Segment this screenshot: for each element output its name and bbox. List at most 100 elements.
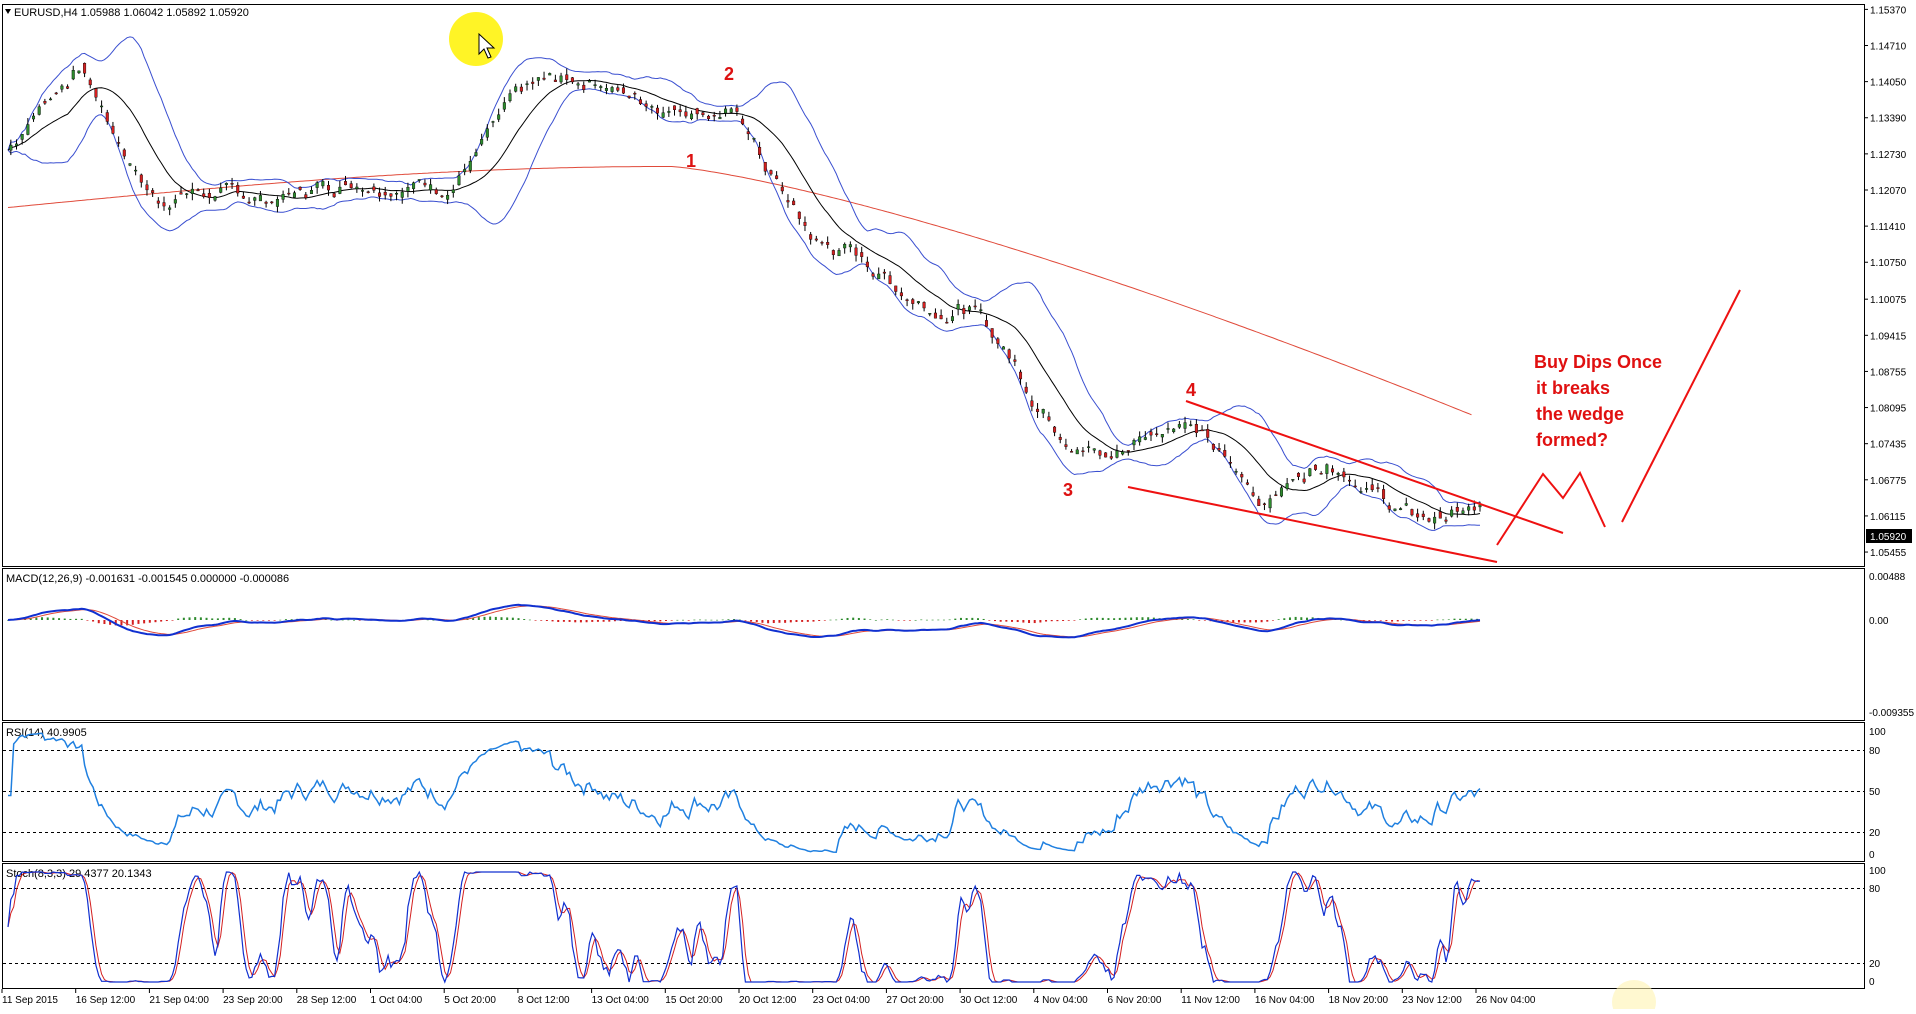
rsi-line xyxy=(8,732,1481,853)
macd-histogram-bar xyxy=(772,620,775,624)
macd-histogram-bar xyxy=(228,617,231,620)
rsi-tick-50: 50 xyxy=(1869,787,1881,798)
candle-body xyxy=(565,74,569,80)
rsi-tick-80: 80 xyxy=(1869,746,1881,757)
macd-histogram-bar xyxy=(1152,617,1155,620)
candle-body xyxy=(332,193,336,198)
bollinger-upper xyxy=(7,36,1481,506)
macd-histogram-bar xyxy=(971,617,974,620)
candle-body xyxy=(780,186,784,192)
candle-body xyxy=(1081,450,1085,453)
candle-body xyxy=(1382,489,1386,499)
candle-body xyxy=(417,179,421,181)
candle-body xyxy=(156,200,160,204)
macd-histogram-bar xyxy=(1113,618,1116,620)
cursor-highlight xyxy=(449,12,1656,1014)
macd-histogram-bar xyxy=(284,619,287,620)
macd-tick-bottom: -0.009355 xyxy=(1869,708,1914,719)
wedge-lower-line xyxy=(1127,486,1498,563)
candle-body xyxy=(468,161,472,171)
candle-body xyxy=(763,162,767,172)
macd-histogram-bar xyxy=(1470,618,1473,620)
candle-body xyxy=(429,184,433,191)
candle-body xyxy=(185,193,189,195)
candle-body xyxy=(1132,440,1136,446)
stoch-tick-80: 80 xyxy=(1869,884,1881,895)
candle-body xyxy=(378,192,382,197)
candle-body xyxy=(1404,503,1408,506)
candle-body xyxy=(105,112,109,122)
candle-body xyxy=(729,108,733,113)
candle-body xyxy=(230,183,234,185)
candle-body xyxy=(128,163,132,166)
price-tick-label: 1.08755 xyxy=(1870,367,1907,378)
macd-histogram-bar xyxy=(1067,620,1070,621)
candle-body xyxy=(480,139,484,145)
main-panel-frame[interactable] xyxy=(2,4,1865,567)
candle-body xyxy=(752,138,756,140)
macd-histogram-bar xyxy=(1039,620,1042,623)
candle-body xyxy=(1206,429,1210,438)
candle-body xyxy=(1427,518,1431,522)
candle-body xyxy=(854,247,858,256)
candle-body xyxy=(616,87,620,91)
candle-body xyxy=(587,80,591,83)
macd-histogram-bar xyxy=(738,619,741,621)
annotation-line-1: Buy Dips Once xyxy=(1534,352,1662,372)
macd-histogram-bar xyxy=(920,619,923,621)
candle-body xyxy=(1138,436,1142,443)
macd-histogram-bar xyxy=(250,620,253,621)
stoch-axis: 100 80 20 0 xyxy=(1869,866,1886,988)
candle-body xyxy=(916,301,920,304)
macd-histogram-bar xyxy=(188,617,191,620)
macd-histogram-bar xyxy=(194,617,197,620)
macd-histogram-bar xyxy=(245,619,248,621)
macd-histogram-bar xyxy=(1124,617,1127,620)
time-tick-label: 6 Nov 20:00 xyxy=(1108,995,1162,1006)
candle-body xyxy=(1070,451,1074,453)
candle-body xyxy=(831,250,835,255)
macd-histogram-bar xyxy=(767,620,770,624)
candle-body xyxy=(1166,428,1170,430)
macd-histogram-bar xyxy=(1141,617,1144,620)
rsi-panel-frame[interactable] xyxy=(2,722,1865,862)
last-price-label: 1.05920 xyxy=(1870,532,1907,543)
candle-body xyxy=(1013,359,1017,362)
macd-histogram-bar xyxy=(256,620,259,621)
candle-body xyxy=(1410,509,1414,516)
candle-body xyxy=(60,85,64,90)
price-axis[interactable]: 1.15370 1.14710 1.14050 1.13390 1.12730 1.120… xyxy=(1864,5,1907,559)
candle-body xyxy=(224,182,228,185)
candle-body xyxy=(712,115,716,117)
candle-body xyxy=(1183,422,1187,429)
macd-histogram-bar xyxy=(596,620,599,622)
candle-body xyxy=(1126,450,1130,452)
macd-histogram-bar xyxy=(687,620,690,621)
macd-histogram-bar xyxy=(925,619,928,621)
candle-body xyxy=(956,304,960,310)
wedge-drawing[interactable] xyxy=(1127,289,1741,563)
candle-body xyxy=(1472,506,1476,511)
macd-histogram-bar xyxy=(523,619,526,620)
time-axis[interactable]: 11 Sep 2015 16 Sep 12:00 21 Sep 04:00 23 Se… xyxy=(1,989,1536,1006)
candle-body xyxy=(848,244,852,248)
time-tick-label: 26 Nov 04:00 xyxy=(1476,995,1536,1006)
macd-panel-frame[interactable] xyxy=(2,568,1865,721)
macd-histogram-bar xyxy=(959,617,962,620)
candle-body xyxy=(905,299,909,301)
candle-body xyxy=(633,92,637,95)
macd-histogram-bar xyxy=(1130,617,1133,620)
stoch-panel-frame[interactable] xyxy=(2,863,1865,989)
candle-body xyxy=(151,190,155,193)
candle-body xyxy=(270,201,274,204)
candle-body xyxy=(1217,447,1221,451)
candle-body xyxy=(145,184,149,191)
macd-axis: 0.00488 0.00 -0.009355 xyxy=(1869,572,1914,719)
macd-histogram-bar xyxy=(1062,620,1065,621)
macd-histogram-bar xyxy=(114,620,117,626)
candle-body xyxy=(695,108,699,115)
dropdown-triangle-icon xyxy=(5,9,11,14)
candlesticks xyxy=(9,62,1482,530)
macd-histogram-bar xyxy=(1464,618,1467,620)
